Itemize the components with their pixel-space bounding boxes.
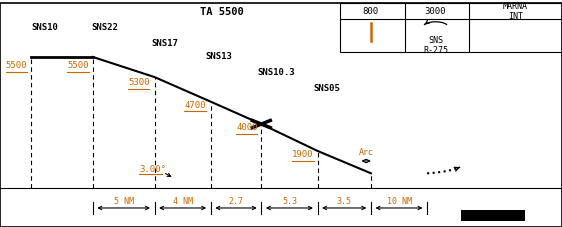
Text: SNS17: SNS17 [152, 39, 179, 48]
Text: 5300: 5300 [128, 78, 149, 87]
Text: SNS22: SNS22 [91, 23, 118, 32]
Text: 800: 800 [363, 7, 379, 16]
Text: TA 5500: TA 5500 [200, 7, 244, 17]
Text: SNS10: SNS10 [31, 23, 58, 32]
Text: 4 NM: 4 NM [173, 197, 193, 206]
Text: SNS
R-275: SNS R-275 [423, 36, 448, 55]
Text: SNS10.3: SNS10.3 [257, 68, 295, 77]
Text: 3.00°: 3.00° [139, 165, 166, 174]
Text: 5 NM: 5 NM [114, 197, 134, 206]
Text: 5500: 5500 [6, 61, 27, 70]
Text: 4700: 4700 [184, 101, 206, 109]
Text: 2.7: 2.7 [229, 197, 243, 206]
Text: 5500: 5500 [67, 61, 89, 70]
Text: SNS05: SNS05 [314, 84, 341, 93]
Bar [340, 3, 562, 52]
Text: 3000: 3000 [425, 7, 446, 16]
Text: SNS13: SNS13 [205, 52, 232, 62]
Text: 5.3: 5.3 [282, 197, 297, 206]
Text: 10 NM: 10 NM [387, 197, 411, 206]
Text: 3.5: 3.5 [337, 197, 352, 206]
Text: MARNA
INT: MARNA INT [503, 2, 528, 21]
Bar [461, 210, 525, 221]
Text: 1900: 1900 [292, 150, 314, 159]
Text: 4000: 4000 [236, 123, 257, 132]
Text: Arc: Arc [359, 148, 374, 156]
